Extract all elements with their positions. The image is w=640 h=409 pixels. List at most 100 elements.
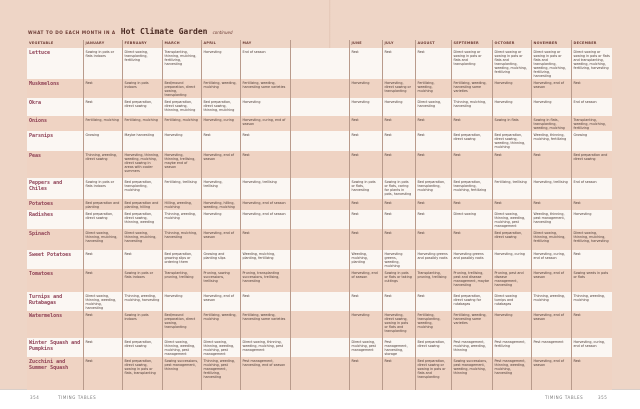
task-cell-january: Fertilizing, mulching bbox=[82, 116, 122, 131]
table-row: Sweet Potatoes Rest Rest Bed preparation, g… bbox=[27, 250, 612, 269]
row-gap bbox=[289, 311, 349, 338]
task-cell-october: Harvesting, curing bbox=[491, 250, 531, 269]
task-cell-january: Bed preparation, direct sowing bbox=[82, 210, 122, 229]
task-cell-june: Rest bbox=[348, 199, 382, 210]
task-cell-june: Rest bbox=[348, 48, 382, 79]
task-cell-october: Harvesting bbox=[491, 79, 531, 98]
task-cell-november: Rest bbox=[530, 151, 571, 178]
task-cell-january: Rest bbox=[82, 311, 122, 338]
task-cell-july: Rest bbox=[381, 48, 415, 79]
task-cell-april: Harvesting, end of season bbox=[200, 229, 240, 250]
task-cell-december: Growing bbox=[570, 131, 612, 151]
task-cell-april: Harvesting, curing bbox=[200, 116, 240, 131]
task-cell-january: Bed preparation and planting bbox=[82, 199, 122, 210]
task-cell-june: Harvesting, end of season bbox=[348, 269, 382, 292]
task-cell-april: Growing and planting slips bbox=[200, 250, 240, 269]
task-cell-february: Sowing in pots indoors bbox=[121, 311, 162, 338]
task-cell-june: Sowing in pots or flats, harvesting bbox=[348, 178, 382, 199]
task-cell-december: Rest bbox=[570, 199, 612, 210]
task-cell-august: Direct sowing, harvesting bbox=[414, 98, 451, 116]
table-header-row: VEGETABLE JANUARY FEBRUARY MARCH APRIL MAY JUN… bbox=[27, 40, 612, 48]
task-cell-september: Rest bbox=[450, 116, 492, 131]
task-cell-july: Sowing in pots or flats or taking cuttin… bbox=[381, 269, 415, 292]
task-cell-march: Transplanting, thinning, mulching, ferti… bbox=[161, 48, 201, 79]
task-cell-october: Rest bbox=[491, 199, 531, 210]
task-cell-june: Rest bbox=[348, 151, 382, 178]
task-cell-november: Harvesting, end of season bbox=[530, 269, 571, 292]
task-cell-march: Harvesting bbox=[161, 292, 201, 311]
vegetable-name: Winter Squash and Pumpkins bbox=[27, 338, 83, 357]
task-cell-may: Weeding, mulching, planting, fertilizing bbox=[239, 250, 290, 269]
task-cell-september: Harvesting greens and possibly roots bbox=[450, 250, 492, 269]
task-cell-june: Harvesting bbox=[348, 98, 382, 116]
task-cell-february: Direct sowing, thinning, mulching, harve… bbox=[121, 229, 162, 250]
table-row: Peppers and Chiles Sowing in pots or flat… bbox=[27, 178, 612, 199]
task-cell-october: Pest management, thinning, weeding, mulc… bbox=[491, 357, 531, 390]
column-header-vegetable: VEGETABLE bbox=[29, 41, 54, 45]
column-header-august: AUGUST bbox=[414, 40, 451, 48]
task-cell-march: Bed preparation, direct sowing, thinning… bbox=[161, 98, 201, 116]
vegetable-name: Sweet Potatoes bbox=[27, 250, 83, 269]
task-cell-may: Rest bbox=[239, 151, 290, 178]
vegetable-name: Potatoes bbox=[27, 199, 83, 210]
row-gap bbox=[289, 357, 349, 390]
task-cell-august: Bed preparation, direct sowing or sowing… bbox=[414, 357, 451, 390]
task-cell-september: Bed preparation, direct sowing for rutab… bbox=[450, 292, 492, 311]
task-cell-april: Bed preparation, direct sowing, thinning… bbox=[200, 98, 240, 116]
task-cell-october: Harvesting bbox=[491, 98, 531, 116]
vegetable-name: Parsnips bbox=[27, 131, 83, 151]
task-cell-february: Direct sowing, transplanting, fertilizin… bbox=[121, 48, 162, 79]
task-cell-may: End of season bbox=[239, 48, 290, 79]
task-cell-october: Pest management, fertilizing bbox=[491, 338, 531, 357]
table-row: Parsnips Growing Maybe harvesting Harvestin… bbox=[27, 131, 612, 151]
table-row: Radishes Bed preparation, direct sowing Be… bbox=[27, 210, 612, 229]
task-cell-june: Direct sowing, mulching, pest management bbox=[348, 338, 382, 357]
task-cell-december: Rest bbox=[570, 79, 612, 98]
task-cell-november: Harvesting, end of season bbox=[530, 357, 571, 390]
row-gap bbox=[289, 48, 349, 79]
task-cell-may: Rest bbox=[239, 131, 290, 151]
task-cell-january: Direct sowing, thinning, weeding, mulchi… bbox=[82, 292, 122, 311]
row-gap bbox=[289, 250, 349, 269]
task-cell-april: Thinning, weeding, mulching, pest manage… bbox=[200, 357, 240, 390]
row-gap bbox=[289, 79, 349, 98]
row-gap bbox=[289, 131, 349, 151]
right-page-number: 355 bbox=[598, 395, 608, 400]
task-cell-february: Bed preparation, direct sowing, sowing i… bbox=[121, 357, 162, 390]
task-cell-march: Harvesting bbox=[161, 131, 201, 151]
vegetable-name: Peas bbox=[27, 151, 83, 178]
task-cell-july: Rest bbox=[381, 116, 415, 131]
right-running-footer: TIMING TABLES bbox=[545, 395, 584, 400]
task-cell-january: Rest bbox=[82, 98, 122, 116]
task-cell-march: Bed/mound preparation, direct sowing, tr… bbox=[161, 311, 201, 338]
task-cell-january: Growing bbox=[82, 131, 122, 151]
task-cell-september: Sowing successions, pest management, wee… bbox=[450, 357, 492, 390]
vegetable-name: Okra bbox=[27, 98, 83, 116]
task-cell-september: Thinning, mulching, harvesting bbox=[450, 98, 492, 116]
task-cell-december: Rest bbox=[570, 357, 612, 390]
task-cell-october: Direct sowing or sowing in pots or flats… bbox=[491, 48, 531, 79]
task-cell-april: Fertilizing, weeding, mulching bbox=[200, 79, 240, 98]
task-cell-june: Harvesting bbox=[348, 311, 382, 338]
task-cell-march: Hilling, weeding, mulching bbox=[161, 199, 201, 210]
task-cell-september: Fertilizing, weeding, harvesting some va… bbox=[450, 79, 492, 98]
vegetable-name: Muskmelons bbox=[27, 79, 83, 98]
task-cell-may: Harvesting, curing, end of season bbox=[239, 116, 290, 131]
task-cell-august: Rest bbox=[414, 151, 451, 178]
task-cell-july: Rest bbox=[381, 229, 415, 250]
task-cell-september: Bed preparation, direct sowing bbox=[450, 131, 492, 151]
task-cell-march: Fertilizing, mulching bbox=[161, 116, 201, 131]
row-gap bbox=[289, 151, 349, 178]
task-cell-january: Sowing in pots or flats indoors bbox=[82, 178, 122, 199]
task-cell-february: Bed preparation, direct sowing bbox=[121, 98, 162, 116]
task-cell-january: Sowing in pots or flats indoors bbox=[82, 48, 122, 79]
task-cell-november: Harvesting, end of season bbox=[530, 311, 571, 338]
row-gap bbox=[289, 229, 349, 250]
task-cell-december: Bed preparation and direct sowing bbox=[570, 151, 612, 178]
task-cell-april: Harvesting, end of season bbox=[200, 151, 240, 178]
timing-table: VEGETABLE JANUARY FEBRUARY MARCH APRIL MAY JUN… bbox=[27, 40, 612, 390]
column-header-september: SEPTEMBER bbox=[450, 40, 492, 48]
task-cell-august: Fertilizing, transplanting, weeding, mul… bbox=[414, 311, 451, 338]
task-cell-december: Rest bbox=[570, 250, 612, 269]
task-cell-february: Bed preparation, direct sowing bbox=[121, 338, 162, 357]
